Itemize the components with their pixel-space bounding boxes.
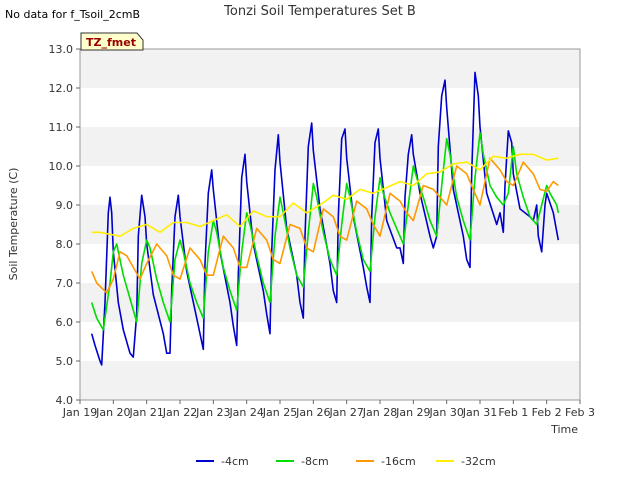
x-tick-label: Jan 20 — [95, 406, 130, 419]
tz-fmet-badge-label: TZ_fmet — [86, 36, 136, 49]
y-tick-label: 13.0 — [49, 43, 74, 56]
x-tick-label: Feb 3 — [565, 406, 595, 419]
y-axis-label: Soil Temperature (C) — [7, 168, 20, 281]
no-data-note: No data for f_Tsoil_2cmB — [5, 8, 141, 21]
plot-area — [79, 48, 581, 401]
series-line-8cm — [90, 132, 560, 331]
x-tick-label: Jan 25 — [262, 406, 297, 419]
x-tick-label: Jan 28 — [362, 406, 397, 419]
y-tick-label: 11.0 — [49, 121, 74, 134]
chart-title: Tonzi Soil Temperatures Set B — [224, 4, 416, 19]
legend-label: -4cm — [221, 455, 249, 468]
grid-band — [80, 205, 580, 244]
grid-band — [80, 49, 580, 88]
y-tick-label: 8.0 — [56, 238, 74, 251]
x-tick-label: Jan 19 — [62, 406, 97, 419]
background-bands — [80, 49, 580, 400]
y-tick-label: 9.0 — [56, 199, 74, 212]
legend-label: -32cm — [461, 455, 496, 468]
x-tick-label: Jan 26 — [295, 406, 330, 419]
y-axis-ticks: 4.0 5.0 6.0 7.0 8.0 9.0 10.0 11.0 12.0 13.0 — [49, 43, 80, 407]
series-line-4cm — [90, 71, 560, 366]
y-tick-label: 10.0 — [49, 160, 74, 173]
tz-fmet-badge: TZ_fmet — [80, 32, 144, 51]
y-tick-label: 7.0 — [56, 277, 74, 290]
x-tick-label: Jan 31 — [462, 406, 497, 419]
legend-label: -16cm — [381, 455, 416, 468]
x-axis-label: Time — [550, 423, 578, 436]
series-line-16cm — [90, 157, 559, 294]
series-line-32cm — [91, 153, 559, 237]
legend: -4cm -8cm -16cm -32cm — [196, 455, 496, 468]
y-tick-label: 6.0 — [56, 316, 74, 329]
x-tick-label: Jan 22 — [162, 406, 197, 419]
x-tick-label: Jan 30 — [428, 406, 463, 419]
x-tick-label: Feb 2 — [532, 406, 562, 419]
grid-band — [80, 127, 580, 166]
x-tick-label: Jan 24 — [228, 406, 263, 419]
x-tick-label: Jan 23 — [195, 406, 230, 419]
legend-label: -8cm — [301, 455, 329, 468]
grid-band — [80, 361, 580, 400]
x-tick-label: Jan 27 — [328, 406, 363, 419]
series-lines — [90, 71, 560, 366]
x-tick-label: Jan 21 — [128, 406, 163, 419]
y-tick-label: 12.0 — [49, 82, 74, 95]
x-tick-label: Feb 1 — [498, 406, 528, 419]
y-tick-label: 4.0 — [56, 394, 74, 407]
x-tick-label: Jan 29 — [395, 406, 430, 419]
y-tick-label: 5.0 — [56, 355, 74, 368]
